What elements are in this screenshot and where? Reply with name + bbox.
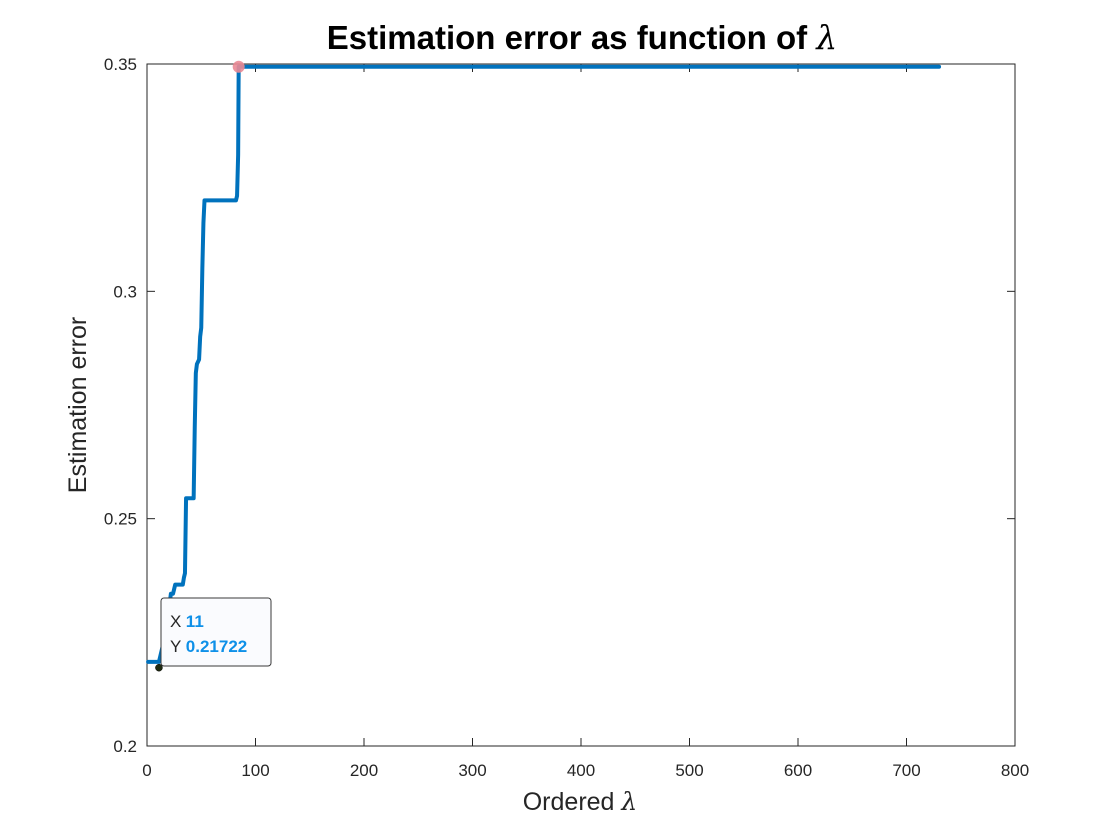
y-tick-label: 0.2 [113,737,137,756]
x-tick-label: 200 [350,761,378,780]
y-axis-ticks: 0.2 0.25 0.3 0.35 [104,55,1015,756]
y-tick-label: 0.35 [104,55,137,74]
x-tick-label: 0 [142,761,151,780]
datatip[interactable]: X 11 Y 0.21722 [160,597,272,667]
x-axis-ticks: 0 100 200 300 400 500 600 700 800 [142,64,1029,780]
y-axis-label: Estimation error [64,317,92,493]
x-tick-label: 800 [1001,761,1029,780]
chart-title: Estimation error as function of λ [327,18,837,57]
datatip-marker[interactable] [155,663,163,672]
x-tick-label: 400 [567,761,595,780]
x-tick-label: 100 [241,761,269,780]
x-axis-label: Ordered λ [523,787,638,816]
plot-area [146,63,1016,747]
datatip-x-row: X 11 [170,612,204,631]
datatip-y-row: Y 0.21722 [170,637,247,656]
x-tick-label: 500 [675,761,703,780]
x-tick-label: 300 [458,761,486,780]
y-tick-label: 0.3 [113,282,137,301]
datatip-box [160,597,272,667]
x-tick-label: 600 [784,761,812,780]
y-tick-label: 0.25 [104,510,137,529]
x-tick-label: 700 [892,761,920,780]
highlight-marker[interactable] [232,60,245,73]
